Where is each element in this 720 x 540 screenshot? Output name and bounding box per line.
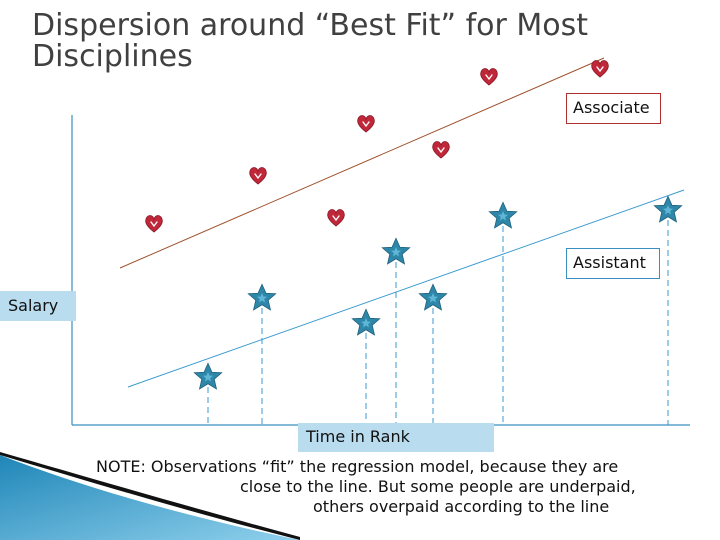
star-icon [488, 201, 518, 229]
star-icon [247, 283, 277, 311]
page-title: Dispersion around “Best Fit” for Most Di… [32, 10, 632, 72]
note-text: NOTE: Observations “fit” the regression … [70, 457, 710, 517]
assistant-label: Assistant [566, 248, 660, 279]
note-line-2: close to the line. But some people are u… [240, 477, 636, 496]
residual-dashes [207, 210, 669, 425]
note-line-3: others overpaid according to the line [313, 497, 610, 516]
note-line-1: NOTE: Observations “fit” the regression … [96, 457, 619, 476]
corner-swoosh [0, 452, 300, 540]
star-icon [653, 195, 683, 223]
title-line-1: Dispersion around “Best Fit” for Most [32, 8, 589, 43]
heart-icon [356, 114, 376, 133]
heart-icon [326, 208, 346, 227]
salary-axis-label: Salary [0, 291, 76, 321]
star-icon [381, 237, 411, 265]
star-icon [418, 283, 448, 311]
associate-fit-line [119, 57, 605, 269]
heart-icon [144, 214, 164, 233]
title-line-2: Disciplines [32, 39, 193, 74]
heart-icon [431, 140, 451, 159]
assistant-fit-line [127, 189, 685, 388]
regression-lines [119, 57, 685, 388]
associate-label: Associate [566, 93, 661, 124]
heart-icon [248, 166, 268, 185]
assistant-markers [193, 195, 683, 390]
time-in-rank-axis-label: Time in Rank [298, 423, 494, 452]
star-icon [351, 308, 381, 336]
star-icon [193, 362, 223, 390]
